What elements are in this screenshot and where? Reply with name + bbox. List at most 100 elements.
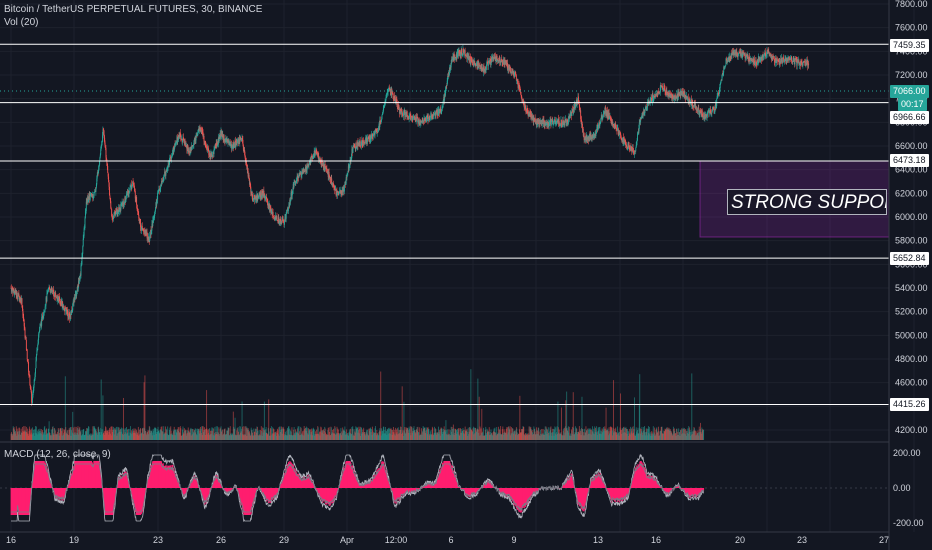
candle-body xyxy=(60,304,62,306)
candle-body xyxy=(653,98,655,100)
candle-body xyxy=(267,202,269,207)
candle-body xyxy=(286,209,288,211)
volume-bar xyxy=(206,428,208,440)
candle-body xyxy=(722,72,724,74)
candle-body xyxy=(684,91,686,97)
candle-body xyxy=(588,136,590,142)
candle-body xyxy=(263,190,265,198)
candle-body xyxy=(360,145,362,147)
volume-bar xyxy=(242,426,243,440)
candle-body xyxy=(748,56,750,62)
candle-body xyxy=(602,116,604,119)
candle-body xyxy=(119,208,121,209)
volume-bar xyxy=(553,428,554,440)
candle-body xyxy=(342,188,344,192)
candle-body xyxy=(207,147,209,152)
candle-body xyxy=(32,397,33,404)
candle-body xyxy=(108,182,110,187)
candle-body xyxy=(84,218,86,229)
candle-body xyxy=(667,92,669,97)
candle-body xyxy=(99,157,101,161)
candle-body xyxy=(270,207,272,213)
candle-body xyxy=(34,373,36,379)
candle-body xyxy=(131,186,133,188)
candle-body xyxy=(304,171,306,173)
candle-body xyxy=(241,138,243,141)
candle-body xyxy=(216,142,218,146)
candle-body xyxy=(266,198,268,202)
candle-body xyxy=(55,292,57,298)
candle-body xyxy=(706,115,708,118)
candle-body xyxy=(161,180,162,186)
candle-body xyxy=(63,306,65,308)
candle-body xyxy=(96,175,98,179)
candle-body xyxy=(692,100,694,107)
candle-body xyxy=(552,123,554,125)
candle-body xyxy=(269,206,271,212)
candle-body xyxy=(202,131,204,133)
candle-body xyxy=(641,116,642,119)
candle-body xyxy=(98,169,99,173)
candle-body xyxy=(43,312,45,316)
candle-body xyxy=(193,144,194,146)
candle-body xyxy=(279,222,281,224)
candle-body xyxy=(686,95,688,100)
candle-body xyxy=(105,157,107,160)
volume-bar xyxy=(65,427,67,440)
candle-body xyxy=(692,106,694,108)
candle-body xyxy=(658,92,659,93)
candle-body xyxy=(382,108,384,113)
candle-body xyxy=(130,184,132,188)
candle-body xyxy=(221,131,222,136)
candle-body xyxy=(483,66,485,70)
candle-body xyxy=(156,200,158,206)
candle-body xyxy=(192,145,194,147)
candle-body xyxy=(218,136,220,141)
candle-body xyxy=(619,131,621,133)
volume-bar xyxy=(83,428,85,440)
candle-body xyxy=(42,317,44,319)
candle-body xyxy=(686,98,688,100)
candle-body xyxy=(425,118,427,122)
candle-body xyxy=(310,155,312,160)
candle-body xyxy=(498,60,500,62)
candle-body xyxy=(168,161,170,166)
candle-body xyxy=(747,57,749,61)
candle-body xyxy=(575,105,577,107)
candle-body xyxy=(62,301,64,308)
candle-body xyxy=(100,149,102,155)
candle-body xyxy=(719,88,721,91)
candle-body xyxy=(394,98,396,100)
volume-bar xyxy=(380,371,382,440)
volume-bar xyxy=(581,396,583,440)
candle-body xyxy=(116,208,118,210)
volume-bar xyxy=(568,426,570,440)
candle-body xyxy=(644,113,645,115)
candle-body xyxy=(84,228,85,229)
candle-body xyxy=(563,121,565,125)
candle-body xyxy=(427,115,428,118)
candle-body xyxy=(384,102,386,106)
candle-body xyxy=(207,146,208,150)
volume-bar xyxy=(35,426,37,440)
candle-body xyxy=(27,359,29,362)
candle-body xyxy=(700,110,702,114)
candle-body xyxy=(688,100,690,102)
candle-body xyxy=(200,127,202,131)
candle-body xyxy=(642,115,644,118)
candle-body xyxy=(356,145,358,148)
candle-body xyxy=(235,142,237,148)
candle-body xyxy=(430,116,432,118)
volume-bar xyxy=(648,426,649,440)
candle-body xyxy=(340,190,342,195)
candle-body xyxy=(180,133,182,140)
candle-body xyxy=(478,64,480,66)
candle-body xyxy=(30,388,32,390)
candle-body xyxy=(492,57,494,59)
volume-bar xyxy=(571,426,573,440)
candle-body xyxy=(92,194,94,198)
candle-body xyxy=(38,334,40,340)
candle-body xyxy=(109,186,110,196)
candle-body xyxy=(48,288,50,290)
